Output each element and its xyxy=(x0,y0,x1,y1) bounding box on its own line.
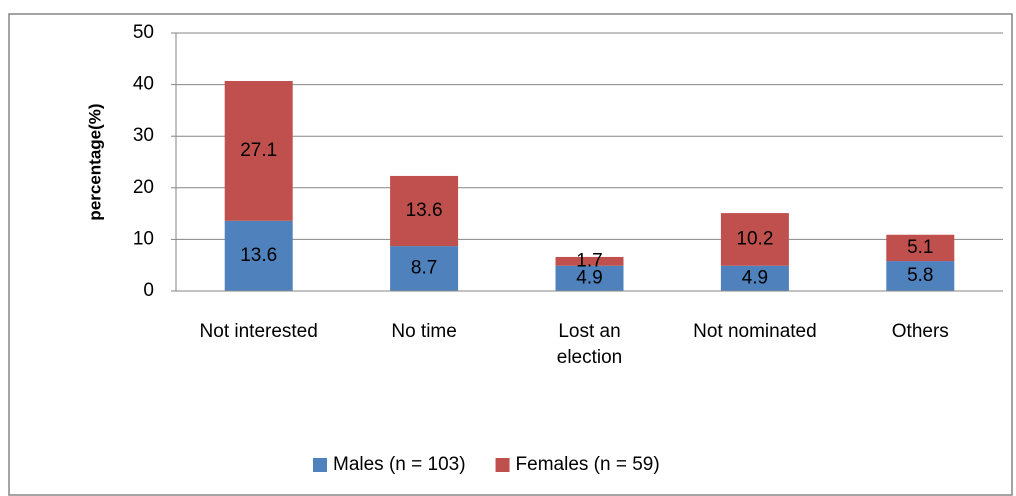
bar-segment xyxy=(390,246,459,291)
x-tick-label: Not interested xyxy=(199,321,318,342)
x-tick-label: Lost an election xyxy=(556,321,623,368)
x-label-box: No time xyxy=(391,321,457,342)
bar-segment xyxy=(555,265,624,291)
data-label: 5.8 xyxy=(907,265,933,286)
legend-label: Females (n = 59) xyxy=(516,454,660,475)
data-label: 13.6 xyxy=(406,200,443,221)
bar-segment xyxy=(224,220,293,291)
y-tick-label: 20 xyxy=(133,177,154,198)
data-label: 10.2 xyxy=(736,228,773,249)
data-label: 27.1 xyxy=(240,140,277,161)
chart-frame xyxy=(8,13,1013,496)
x-tick-label: No time xyxy=(391,321,457,342)
x-tick-label: Not nominated xyxy=(693,321,817,342)
x-label-box: Lost an election xyxy=(556,321,623,368)
legend-swatch xyxy=(313,458,327,472)
x-label-box: Not interested xyxy=(199,321,318,342)
data-label: 4.9 xyxy=(576,267,602,288)
bar-segment xyxy=(224,80,293,221)
bar-segment xyxy=(555,256,624,266)
y-tick-label: 50 xyxy=(133,22,154,43)
legend-swatch xyxy=(495,458,510,472)
data-label: 8.7 xyxy=(411,258,437,279)
data-label: 1.7 xyxy=(576,250,602,271)
bar-segment xyxy=(886,261,955,291)
data-label: 4.9 xyxy=(742,267,768,288)
bar-segment xyxy=(720,213,789,266)
bar-segment xyxy=(886,234,955,262)
data-label: 5.1 xyxy=(907,237,933,258)
x-label-box: Not nominated xyxy=(693,321,817,342)
bar-segment xyxy=(390,175,459,247)
x-label-box: Others xyxy=(891,321,949,342)
bar-segment xyxy=(720,265,789,291)
y-tick-label: 0 xyxy=(143,280,154,301)
data-label: 13.6 xyxy=(240,245,277,266)
y-axis-label: percentage(%) xyxy=(85,103,104,220)
y-tick-label: 10 xyxy=(133,228,154,249)
y-tick-label: 40 xyxy=(133,74,154,95)
y-tick-label: 30 xyxy=(133,125,154,146)
x-tick-label: Others xyxy=(891,321,949,342)
legend-label: Males (n = 103) xyxy=(333,454,466,475)
